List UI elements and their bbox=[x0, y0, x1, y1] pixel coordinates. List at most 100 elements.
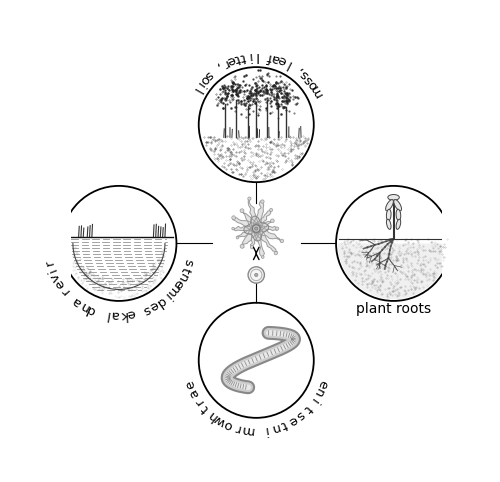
Text: ,: , bbox=[214, 60, 224, 73]
Text: a: a bbox=[187, 386, 202, 400]
Circle shape bbox=[232, 216, 235, 219]
Circle shape bbox=[62, 187, 176, 300]
Ellipse shape bbox=[388, 195, 400, 200]
Text: k: k bbox=[118, 308, 127, 321]
Text: i: i bbox=[263, 423, 268, 436]
Circle shape bbox=[248, 267, 264, 283]
Text: e: e bbox=[286, 413, 299, 428]
Polygon shape bbox=[254, 209, 272, 231]
Text: r: r bbox=[219, 56, 230, 70]
Polygon shape bbox=[254, 220, 272, 233]
Text: t: t bbox=[232, 51, 241, 65]
Polygon shape bbox=[254, 225, 281, 242]
Text: d: d bbox=[85, 301, 98, 317]
Text: r: r bbox=[192, 395, 206, 407]
Text: e: e bbox=[170, 277, 186, 291]
Polygon shape bbox=[256, 225, 277, 233]
Text: e: e bbox=[314, 378, 330, 390]
Text: s: s bbox=[180, 257, 195, 267]
Ellipse shape bbox=[396, 219, 400, 229]
Text: t: t bbox=[240, 50, 247, 63]
Circle shape bbox=[276, 227, 278, 230]
Circle shape bbox=[274, 252, 278, 255]
Text: v: v bbox=[48, 270, 64, 283]
Circle shape bbox=[200, 68, 312, 181]
Circle shape bbox=[200, 67, 313, 182]
Text: n: n bbox=[269, 420, 281, 435]
Text: e: e bbox=[276, 53, 288, 68]
Text: e: e bbox=[147, 298, 160, 313]
Wedge shape bbox=[338, 243, 450, 299]
Circle shape bbox=[336, 187, 450, 300]
Text: o: o bbox=[196, 72, 212, 87]
Polygon shape bbox=[242, 211, 260, 231]
Text: l: l bbox=[254, 49, 258, 62]
Text: n: n bbox=[77, 298, 91, 313]
Text: l: l bbox=[104, 307, 110, 321]
Circle shape bbox=[260, 200, 264, 203]
Circle shape bbox=[270, 219, 274, 223]
Text: t: t bbox=[279, 417, 289, 431]
Text: a: a bbox=[110, 308, 120, 321]
Text: r: r bbox=[58, 284, 72, 296]
Polygon shape bbox=[252, 201, 264, 229]
Text: n: n bbox=[310, 386, 326, 400]
Text: plant roots: plant roots bbox=[356, 302, 431, 316]
Polygon shape bbox=[233, 225, 256, 232]
Text: i: i bbox=[194, 79, 206, 90]
Circle shape bbox=[232, 227, 234, 230]
Text: d: d bbox=[154, 294, 168, 309]
Text: r: r bbox=[43, 257, 57, 266]
Text: l: l bbox=[190, 85, 202, 95]
Circle shape bbox=[200, 304, 312, 417]
Ellipse shape bbox=[396, 209, 400, 221]
Circle shape bbox=[252, 225, 260, 232]
Polygon shape bbox=[253, 226, 277, 253]
Circle shape bbox=[248, 197, 251, 200]
Text: a: a bbox=[270, 51, 281, 66]
Polygon shape bbox=[244, 216, 268, 241]
Text: h: h bbox=[205, 407, 220, 422]
Circle shape bbox=[236, 236, 238, 239]
Polygon shape bbox=[237, 226, 258, 237]
Text: t: t bbox=[178, 265, 192, 274]
Circle shape bbox=[270, 208, 272, 212]
Circle shape bbox=[62, 187, 176, 300]
Text: f: f bbox=[266, 50, 273, 63]
Text: o: o bbox=[222, 417, 235, 432]
Text: l: l bbox=[284, 56, 292, 69]
Circle shape bbox=[240, 209, 244, 213]
Text: e: e bbox=[126, 307, 136, 321]
Text: i: i bbox=[306, 396, 320, 406]
Text: i: i bbox=[161, 290, 172, 302]
Text: i: i bbox=[46, 266, 60, 274]
Text: s: s bbox=[202, 67, 215, 81]
Ellipse shape bbox=[386, 200, 394, 211]
Polygon shape bbox=[253, 228, 264, 257]
Polygon shape bbox=[232, 218, 258, 233]
Ellipse shape bbox=[394, 200, 402, 211]
Text: n: n bbox=[174, 270, 190, 284]
Ellipse shape bbox=[386, 219, 391, 229]
Circle shape bbox=[250, 245, 254, 249]
Text: w: w bbox=[212, 412, 228, 428]
Text: e: e bbox=[183, 378, 198, 390]
Text: t: t bbox=[300, 402, 314, 415]
Text: o: o bbox=[305, 77, 320, 92]
Text: e: e bbox=[52, 277, 68, 291]
Circle shape bbox=[254, 227, 258, 230]
Circle shape bbox=[200, 303, 313, 417]
Text: s: s bbox=[294, 407, 307, 422]
Text: e: e bbox=[224, 53, 236, 68]
Text: a: a bbox=[70, 294, 84, 309]
Ellipse shape bbox=[386, 209, 391, 221]
Text: s: s bbox=[302, 72, 316, 86]
Text: m: m bbox=[240, 422, 254, 437]
Polygon shape bbox=[248, 199, 260, 229]
Circle shape bbox=[280, 239, 283, 242]
Text: s: s bbox=[297, 67, 311, 81]
Circle shape bbox=[262, 255, 264, 258]
Text: s: s bbox=[141, 302, 152, 316]
Text: r: r bbox=[233, 420, 242, 435]
Circle shape bbox=[240, 244, 244, 248]
